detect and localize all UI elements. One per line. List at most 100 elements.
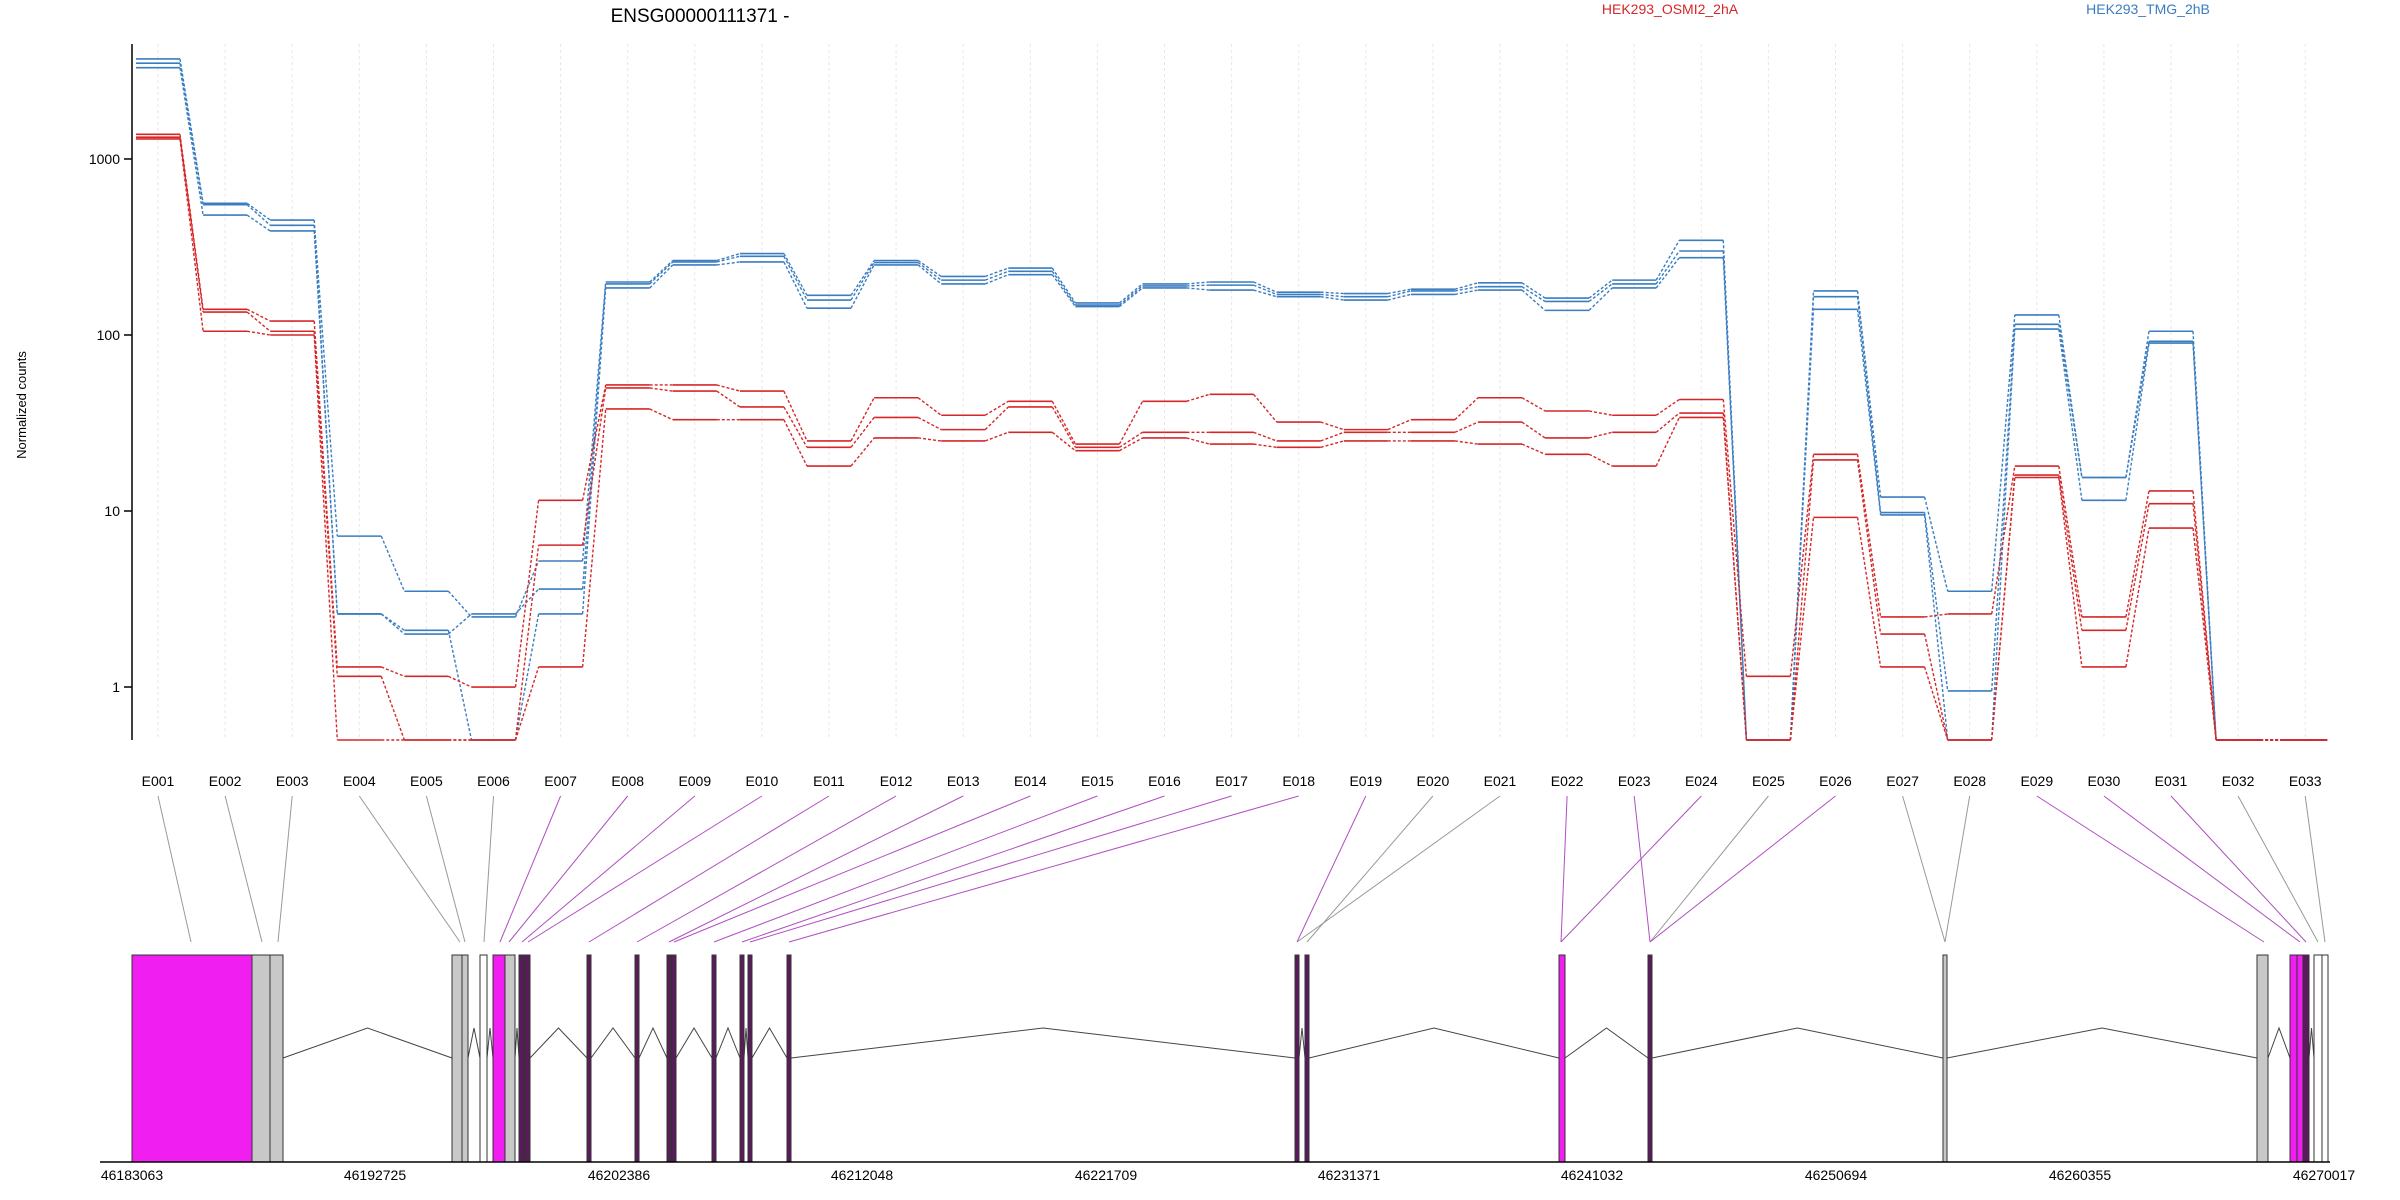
exon-box-19 [1294, 954, 1300, 1163]
series-blue-1-step-22 [1588, 279, 1613, 299]
series-red-4-step-14 [1051, 400, 1077, 445]
series-blue-2-step-17 [1253, 284, 1277, 296]
intron-15 [1564, 1027, 1649, 1059]
x-tick-label-E029: E029 [2020, 773, 2053, 789]
x-tick-label-E006: E006 [477, 773, 510, 789]
intron-11 [751, 1027, 788, 1059]
legend-label-osmi2: HEK293_OSMI2_2hA [1602, 1, 1739, 17]
series-red-5-step-30 [2125, 503, 2150, 631]
series-red-5-step-11 [850, 417, 875, 448]
series-blue-2-step-2 [246, 204, 271, 226]
series-red-5-step-29 [2058, 474, 2083, 631]
series-blue-3-step-31 [2192, 343, 2217, 741]
genome-coord-label-9: 46260355 [2049, 1167, 2112, 1183]
connector-E018 [788, 795, 1299, 943]
x-tick-label-E011: E011 [813, 773, 845, 789]
series-blue-3-step-22 [1588, 287, 1613, 311]
series-red-5-step-14 [1051, 406, 1077, 448]
series-red-4-step-20 [1454, 397, 1479, 421]
series-red-4-step-23 [1655, 398, 1680, 416]
series-blue-1-step-14 [1051, 267, 1076, 304]
exon-box-3 [269, 954, 284, 1163]
series-red-6-step-25 [1789, 517, 1815, 741]
series-red-4-step-25 [1789, 454, 1815, 677]
connector-E019 [1296, 795, 1367, 943]
series-red-6-step-30 [2125, 527, 2150, 668]
x-tick-label-E027: E027 [1886, 773, 1919, 789]
series-red-4-step-9 [716, 384, 741, 392]
series-red-5-step-23 [1655, 412, 1680, 433]
connector-E027 [1902, 795, 1946, 943]
x-tick-label-E030: E030 [2088, 773, 2121, 789]
series-red-6-step-10 [783, 419, 808, 467]
y-tick-label-1000: 1000 [89, 151, 120, 167]
genome-coord-label-7: 46241032 [1561, 1167, 1624, 1183]
series-blue-3-step-4 [380, 613, 405, 631]
series-blue-2-step-20 [1454, 286, 1479, 292]
connector-E011 [588, 795, 830, 943]
connector-E005 [425, 795, 466, 943]
series-red-6-step-20 [1454, 440, 1479, 445]
exon-box-17 [747, 954, 753, 1163]
intron-1 [282, 1027, 453, 1059]
series-blue-2-step-8 [649, 261, 674, 285]
series-blue-1-step-23 [1655, 239, 1680, 281]
chart-title: ENSG00000111371 - [611, 6, 790, 27]
exon-box-16 [739, 954, 745, 1163]
series-red-5-step-27 [1923, 633, 1949, 741]
genome-coord-label-3: 46202386 [588, 1167, 651, 1183]
x-tick-label-E012: E012 [880, 773, 913, 789]
series-red-5-step-17 [1253, 431, 1277, 442]
series-blue-3-step-21 [1521, 289, 1546, 311]
series-red-5-step-21 [1521, 421, 1546, 439]
series-red-5-step-20 [1454, 421, 1479, 433]
connector-E033 [2304, 795, 2326, 943]
series-red-4-step-4 [381, 666, 405, 677]
series-red-6-step-24 [1722, 417, 1748, 741]
series-blue-2-step-19 [1387, 290, 1412, 298]
x-tick-label-E007: E007 [544, 773, 577, 789]
x-tick-label-E022: E022 [1551, 773, 1584, 789]
series-blue-1-step-21 [1521, 282, 1546, 299]
x-tick-label-E003: E003 [276, 773, 309, 789]
series-blue-2-step-10 [783, 255, 808, 301]
x-tick-label-E020: E020 [1417, 773, 1450, 789]
series-red-6-step-22 [1588, 453, 1613, 467]
exon-box-26 [2296, 954, 2304, 1163]
x-tick-label-E017: E017 [1215, 773, 1248, 789]
connector-E012 [636, 795, 897, 943]
intron-17 [1946, 1027, 2258, 1059]
connector-E006 [483, 795, 494, 943]
x-tick-label-E018: E018 [1282, 773, 1315, 789]
exon-box-28 [2313, 954, 2323, 1163]
series-blue-1-step-18 [1320, 291, 1344, 295]
connector-E004 [358, 795, 461, 943]
series-red-6-step-16 [1186, 437, 1210, 445]
genome-coord-label-10: 46270017 [2293, 1167, 2356, 1183]
exon-box-18 [786, 954, 792, 1163]
x-tick-label-E024: E024 [1685, 773, 1718, 789]
genome-coord-label-1: 46183063 [101, 1167, 164, 1183]
series-blue-3-step-18 [1320, 296, 1344, 301]
series-blue-3-step-30 [2125, 342, 2150, 501]
series-red-6-step-28 [1991, 477, 2016, 741]
y-tick-label-10: 10 [104, 503, 120, 519]
series-red-5-step-10 [783, 406, 808, 448]
series-blue-3-step-20 [1454, 289, 1479, 296]
series-red-6-step-1 [179, 138, 204, 332]
x-tick-label-E025: E025 [1752, 773, 1785, 789]
connector-E014 [673, 795, 1031, 943]
y-axis-label: Normalized counts [14, 351, 29, 459]
series-blue-1-step-16 [1186, 281, 1210, 285]
series-blue-2-step-4 [380, 613, 405, 635]
connector-E009 [521, 795, 696, 943]
connector-E023 [1633, 795, 1651, 943]
series-blue-3-step-27 [1923, 514, 1949, 741]
series-blue-3-step-8 [649, 264, 674, 289]
series-red-4-step-11 [850, 397, 875, 442]
connector-E032 [2237, 795, 2319, 943]
y-tick-label-1: 1 [112, 679, 120, 695]
series-blue-2-step-21 [1521, 286, 1546, 303]
series-red-4-step-26 [1856, 454, 1882, 618]
exon-box-14 [671, 954, 677, 1163]
